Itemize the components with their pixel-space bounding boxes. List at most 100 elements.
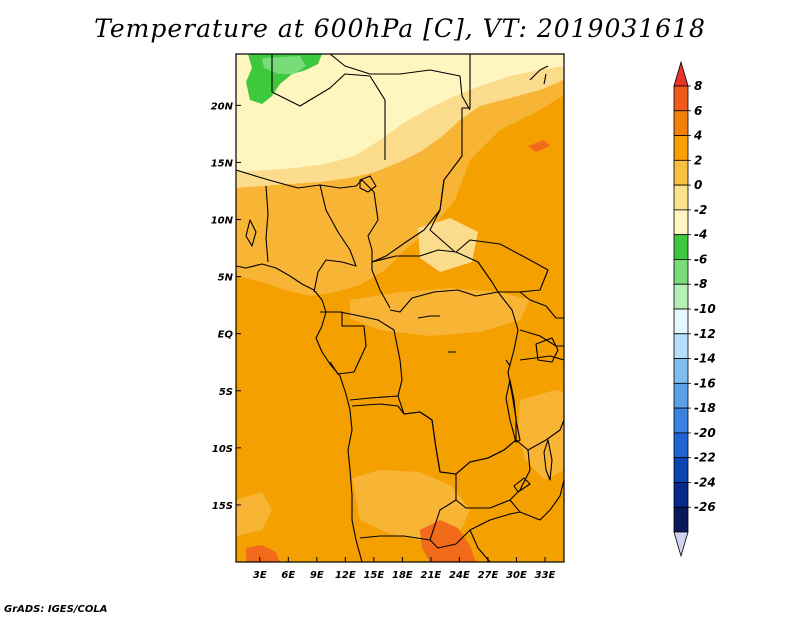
lake-victoria: [535, 337, 559, 363]
colorbar-swatch: [673, 407, 689, 434]
border-angola: [351, 403, 457, 541]
lat-tick-label: 5S: [219, 387, 233, 398]
border-gabon: [320, 311, 367, 375]
colorbar-label: 8: [694, 79, 702, 93]
colorbar-label: -6: [694, 252, 707, 266]
lat-tick-label: 10N: [211, 216, 234, 227]
colorbar-label: 0: [694, 178, 702, 192]
lon-tick-label: 21E: [421, 570, 442, 581]
lon-tick-label: 30E: [506, 570, 527, 581]
colorbar-swatch: [673, 482, 689, 508]
lat-tick-label: 15N: [211, 158, 234, 169]
boundaries: [236, 54, 564, 562]
colorbar-label: -24: [694, 475, 716, 489]
field-lightgreen-north: [262, 56, 306, 74]
border-uganda-kenya: [519, 291, 564, 347]
border-south-sudan: [455, 239, 549, 293]
colorbar-swatch: [673, 308, 689, 335]
field-warm-southwest: [236, 492, 272, 536]
colorbar-label: -16: [694, 376, 716, 390]
border-congo-drc: [339, 311, 403, 401]
border-egypt-sudan: [429, 54, 471, 253]
colorbar-label: 4: [693, 129, 702, 143]
field-hot-e: [528, 140, 550, 152]
border-cameroon-chad: [367, 191, 391, 309]
colorbar-label: -26: [694, 500, 716, 514]
lon-tick-label: 12E: [335, 570, 356, 581]
lon-tick-label: 33E: [535, 570, 556, 581]
lon-tick-label: 15E: [363, 570, 384, 581]
colorbar-swatch: [673, 432, 689, 459]
border-car: [371, 249, 499, 313]
field-warm-east: [518, 390, 564, 480]
field-cold: [236, 54, 564, 172]
border-chad-sudan: [371, 179, 445, 263]
lat-tick-label: 5N: [218, 273, 234, 284]
colorbar-bottom-arrow: [673, 531, 689, 558]
lat-tick-label: 15S: [212, 501, 233, 512]
border-nigeria-cameroon: [265, 184, 357, 293]
lake-chad: [359, 175, 377, 193]
border-tanzania: [519, 355, 564, 451]
longitude-axis: 3E 6E 9E 12E 15E 18E 21E 24E 27E 30E 33E: [253, 557, 556, 581]
colorbar-label: 6: [694, 104, 702, 118]
lon-tick-label: 18E: [392, 570, 413, 581]
lon-tick-label: 24E: [449, 570, 470, 581]
colorbar-swatch: [673, 358, 689, 384]
colorbar-label: -8: [694, 277, 707, 291]
border-botswana: [469, 529, 491, 562]
colorbar-swatch: [673, 159, 689, 186]
red-sea-coast: [529, 65, 549, 85]
colorbar-swatch: [673, 333, 689, 359]
field-hot-s: [420, 520, 476, 562]
chart-title: Temperature at 600hPa [C], VT: 201903161…: [94, 14, 706, 43]
colorbar-swatch: [673, 506, 689, 533]
border-libya-chad: [329, 54, 471, 111]
coastline-west: [236, 263, 363, 562]
lon-tick-label: 3E: [253, 570, 267, 581]
colorbar-top-arrow: [673, 60, 689, 87]
colorbar-swatch: [673, 259, 689, 285]
nile-islands: [417, 315, 511, 367]
colorbar-label: 2: [694, 153, 702, 167]
colorbar-swatch: [673, 110, 689, 136]
colorbar-swatch: [673, 184, 689, 211]
lat-tick-label: EQ: [218, 330, 234, 341]
temperature-field: [236, 54, 564, 562]
colorbar-swatch: [673, 283, 689, 310]
colorbar-swatch: [673, 85, 689, 112]
colorbar-swatch: [673, 209, 689, 236]
colorbar-label: -10: [694, 302, 716, 316]
lake-volta: [245, 219, 257, 247]
colorbar-label: -14: [694, 352, 716, 366]
colorbar-label: -4: [694, 228, 707, 242]
colorbar-label: -18: [694, 401, 716, 415]
border-zambia: [455, 439, 531, 509]
credit-label: GrADS: IGES/COLA: [4, 604, 108, 615]
lon-tick-label: 6E: [281, 570, 295, 581]
field-cool-chad: [418, 218, 478, 272]
lake-kariba: [513, 477, 531, 493]
latitude-axis: 20N 15N 10N 5N EQ 5S 10S 15S: [211, 101, 241, 512]
lon-tick-label: 9E: [310, 570, 324, 581]
field-hot-sw: [246, 545, 280, 562]
lat-tick-label: 10S: [212, 444, 233, 455]
colorbar-label: -12: [694, 327, 716, 341]
colorbar-label: -22: [694, 451, 716, 465]
lake-tanganyika: [505, 379, 521, 443]
lon-tick-label: 27E: [478, 570, 499, 581]
lat-tick-label: 20N: [211, 101, 234, 112]
border-algeria-mali: [271, 54, 386, 160]
field-warm-central: [350, 288, 530, 336]
border-mozambique: [509, 479, 564, 521]
lake-malawi: [543, 439, 553, 481]
colorbar-label: -2: [694, 203, 707, 217]
colorbar-swatch: [673, 135, 689, 161]
colorbar-swatch: [673, 382, 689, 409]
colorbar: 8 6 4 2 0 -2 -4 -6 -8 -10 -12 -14 -16 -18 -20 -22 -24 -26: [673, 60, 716, 558]
map-frame: [235, 53, 565, 563]
colorbar-swatch: [673, 234, 689, 260]
colorbar-swatch: [673, 457, 689, 483]
colorbar-label: -20: [694, 426, 716, 440]
